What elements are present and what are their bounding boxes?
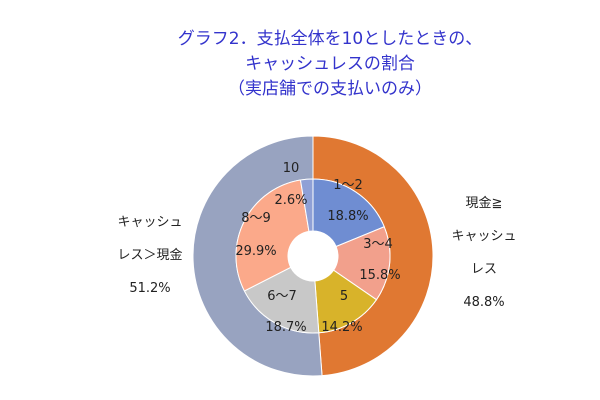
inner-slice-label-4: 6～7 [267,289,297,304]
outer-label-cashless-line-3: 51.2% [129,281,171,296]
inner-ring-slice-6 [299,178,314,232]
inner-ring-slice-5 [235,179,310,292]
outer-label-cashless-line-1: キャッシュ [117,215,183,230]
outer-label-cash: 現金≧ キャッシュ レス 48.8% [436,187,532,319]
outer-label-cashless: キャッシュ レス＞現金 51.2% [95,206,205,305]
inner-slice-label-6: 10 [283,161,300,176]
inner-slice-value-4: 18.7% [265,320,306,335]
chart-title-line-2: キャッシュレスの割合 [245,54,415,74]
inner-slice-label-1: 1～2 [333,178,363,193]
inner-slice-value-5: 29.9% [235,244,276,259]
outer-label-cashless-line-2: レス＞現金 [117,248,183,263]
inner-ring-slice-2 [332,226,391,301]
inner-slice-label-5: 8～9 [241,211,271,226]
chart-title-line-3: （実店舗での支払いのみ） [228,79,432,99]
outer-label-cash-line-3: レス [470,262,497,277]
inner-slice-value-6: 2.6% [274,193,307,208]
outer-label-cash-line-4: 48.8% [463,295,505,310]
inner-slice-value-2: 15.8% [359,268,400,283]
inner-slice-label-2: 3～4 [363,237,393,252]
inner-ring-slice-1 [312,178,385,248]
inner-slice-value-3: 14.2% [321,320,362,335]
outer-label-cash-line-1: 現金≧ [465,196,503,211]
inner-slice-label-3: 5 [340,289,348,304]
outer-label-cash-line-2: キャッシュ [451,229,517,244]
inner-slice-value-1: 18.8% [327,209,368,224]
chart-title-line-1: グラフ2．支払全体を10としたときの、 [177,29,483,49]
inner-ring-slice-4 [243,266,320,334]
